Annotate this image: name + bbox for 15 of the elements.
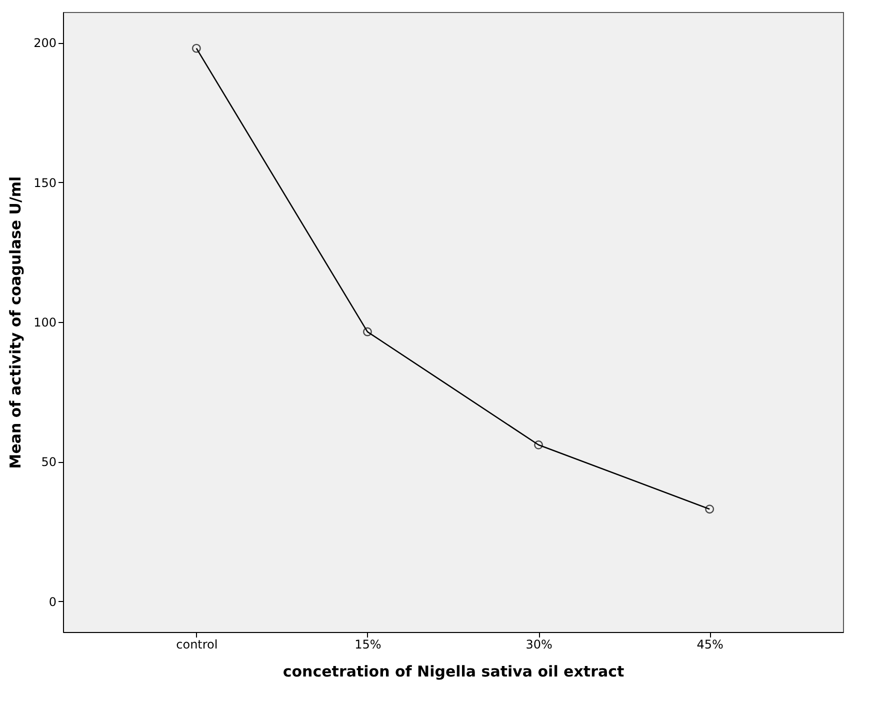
y-tick-label: 50 [41, 455, 56, 470]
y-axis-title: Mean of activity of coagulase U/ml [6, 176, 25, 469]
x-axis-title: concetration of Nigella sativa oil extract [282, 662, 624, 680]
y-tick-label: 200 [34, 36, 56, 50]
x-tick-label: 30% [526, 638, 552, 652]
point [705, 504, 714, 514]
x-tick-label: 15% [354, 638, 382, 652]
x-tick-label: control [176, 638, 218, 652]
y-tick-label: 100 [34, 316, 56, 330]
point [534, 440, 543, 450]
point [192, 44, 201, 53]
y-tick-label: 150 [34, 176, 56, 190]
point [363, 327, 372, 336]
x-tick-label: 45% [696, 638, 724, 652]
y-tick-label: 0 [48, 594, 56, 609]
